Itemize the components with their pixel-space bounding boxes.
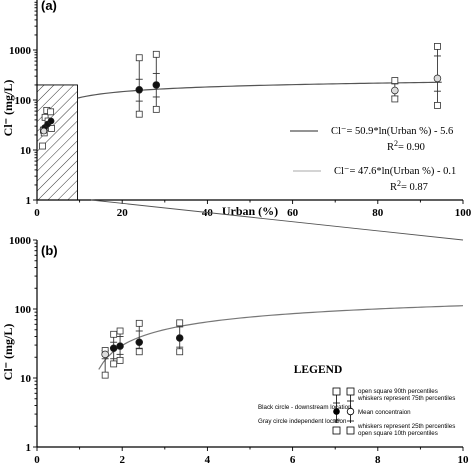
panel-a-y-tick-label: 1000 xyxy=(9,45,32,57)
panel-a-mean-circle xyxy=(152,81,161,89)
panel-a-x-tick-label: 0 xyxy=(34,207,40,219)
panel-a-p90-square xyxy=(152,50,160,58)
legend-line-7: open square 10th percentiles xyxy=(358,430,438,437)
panel-a-x-axis-title: Urban (%) xyxy=(222,204,278,218)
panel-a-p10-square xyxy=(434,101,441,109)
panel-b-p10-square xyxy=(176,348,184,356)
legend: LEGEND open square 90th percentiles whis… xyxy=(258,364,455,437)
zoom-connector-line xyxy=(90,199,464,241)
panel-b-fit-line xyxy=(98,305,464,370)
panel-b-y-tick-label: 1 xyxy=(26,442,32,454)
panel-b-mean-circle xyxy=(116,342,124,350)
panel-a-y-tick-label: 1 xyxy=(26,195,32,207)
panel-a-label: (a) xyxy=(41,0,57,13)
panel-b-mean-circle xyxy=(175,334,184,342)
panel-a-x-tick-label: 80 xyxy=(372,207,384,219)
panel-b-mean-circle xyxy=(101,350,109,359)
fit-1-r2-value: = 0.90 xyxy=(398,142,425,153)
panel-b-p90-square xyxy=(110,330,118,338)
panel-a-p10-square xyxy=(152,105,160,113)
panel-a-p10-square xyxy=(135,110,143,118)
panel-b-axes: 0 2 4 6 8 10 1 10 100 1000 xyxy=(9,235,469,466)
panel-b-y-tick-label: 1000 xyxy=(9,235,32,247)
panel-b-x-tick-label: 0 xyxy=(34,454,40,466)
panel-a-p90-square xyxy=(434,43,441,50)
panel-b-p90-square xyxy=(135,319,143,327)
panel-a-p90-square xyxy=(135,54,143,62)
panel-b-mean-circle xyxy=(135,338,143,346)
panel-b-x-tick-label: 2 xyxy=(119,454,125,466)
fit-legend-2: Cl⁻= 47.6*ln(Urban %) - 0.1 R2= 0.87 xyxy=(293,166,456,193)
panel-a-y-axis-title: Cl⁻ (mg/L) xyxy=(1,80,15,137)
panel-a-mean-circle xyxy=(135,86,143,94)
hatched-region xyxy=(36,84,78,201)
panel-b-x-tick-label: 10 xyxy=(458,454,470,466)
panel-b-mean-circle xyxy=(109,344,118,352)
panel-a-y-tick-label: 10 xyxy=(20,145,32,157)
legend-line-5: Gray circle independent location xyxy=(258,418,347,425)
panel-b-x-tick-label: 8 xyxy=(375,454,381,466)
panel-b-p90-square xyxy=(116,327,124,335)
legend-line-6: whiskers represent 25th percentiles xyxy=(357,423,455,430)
panel-b-p90-square xyxy=(176,319,184,327)
hatched-region-box xyxy=(36,84,78,201)
panel-a-data-points xyxy=(39,43,442,150)
fit-2-rhs: = 47.6*ln(Urban %) - 0.1 xyxy=(349,166,456,177)
legend-p90-square xyxy=(332,387,341,396)
legend-p90-square-2 xyxy=(346,387,355,396)
panel-b-x-tick-label: 6 xyxy=(290,454,296,466)
panel-b-data-points xyxy=(101,319,184,379)
panel-b-x-tick-label: 4 xyxy=(205,454,211,466)
panel-a-cluster-circle xyxy=(47,117,55,125)
panel-a-x-tick-label: 40 xyxy=(202,207,214,219)
fit-1-rhs: = 50.9*ln(Urban %) - 5.6 xyxy=(346,126,453,137)
panel-a-cluster-square xyxy=(39,142,46,150)
legend-p10-square-2 xyxy=(346,426,355,435)
panel-b-p10-square xyxy=(101,371,109,379)
fit-2-equation: Cl⁻= 47.6*ln(Urban %) - 0.1 xyxy=(334,166,456,177)
legend-line-2: whiskers represent 75th percentiles xyxy=(357,395,455,402)
fit-1-r2-label: R xyxy=(387,142,394,153)
panel-a: 0 20 40 60 80 100 1 10 100 1000 (a) Urban (%) Cl⁻… xyxy=(1,0,472,219)
fit-2-lhs: Cl⁻ xyxy=(334,166,350,177)
legend-black-circle xyxy=(333,408,340,415)
legend-title: LEGEND xyxy=(294,364,343,376)
panel-a-p90-square xyxy=(391,77,399,84)
panel-b-y-tick-label: 10 xyxy=(20,373,32,385)
legend-line-4: Mean concentraion xyxy=(358,409,411,416)
panel-b: 0 2 4 6 8 10 1 10 100 1000 (b) Cl⁻ (mg/L) LEGEND … xyxy=(1,235,469,466)
legend-line-1: open square 90th percentiles xyxy=(358,388,438,395)
panel-b-label: (b) xyxy=(41,243,58,258)
panel-a-mean-circle xyxy=(433,74,442,83)
panel-a-y-tick-label: 100 xyxy=(15,95,32,107)
fit-1-lhs: Cl⁻ xyxy=(331,126,347,137)
panel-b-p10-square xyxy=(116,356,124,364)
fit-1-r2: R2= 0.90 xyxy=(387,139,425,153)
panel-a-cluster-square xyxy=(48,125,55,132)
panel-a-p10-square xyxy=(391,95,399,103)
panel-a-cluster-circle xyxy=(40,127,48,135)
panel-b-p10-square xyxy=(110,360,118,368)
panel-a-x-tick-label: 60 xyxy=(287,207,299,219)
panel-b-p10-square xyxy=(135,348,143,356)
panel-a-cluster-square xyxy=(47,108,55,116)
legend-p10-square xyxy=(332,426,341,435)
panel-b-y-tick-label: 100 xyxy=(15,304,32,316)
legend-line-3: Black circle - downstream location xyxy=(258,404,352,411)
fit-legend-1: Cl⁻= 50.9*ln(Urban %) - 5.6 R2= 0.90 xyxy=(290,126,453,153)
fit-2-r2-value: = 0.87 xyxy=(401,182,428,193)
panel-a-mean-circle xyxy=(391,86,399,95)
panel-a-x-tick-label: 100 xyxy=(455,207,472,219)
fit-1-equation: Cl⁻= 50.9*ln(Urban %) - 5.6 xyxy=(331,126,453,137)
fit-2-r2-label: R xyxy=(390,182,397,193)
fit-2-r2: R2= 0.87 xyxy=(390,179,428,193)
panel-a-axes: 0 20 40 60 80 100 1 10 100 1000 xyxy=(9,0,472,219)
panel-b-fit-curve xyxy=(98,305,464,370)
legend-open-circle xyxy=(346,407,355,416)
panel-a-x-tick-label: 20 xyxy=(117,207,129,219)
panel-b-y-axis-title: Cl⁻ (mg/L) xyxy=(1,324,15,381)
